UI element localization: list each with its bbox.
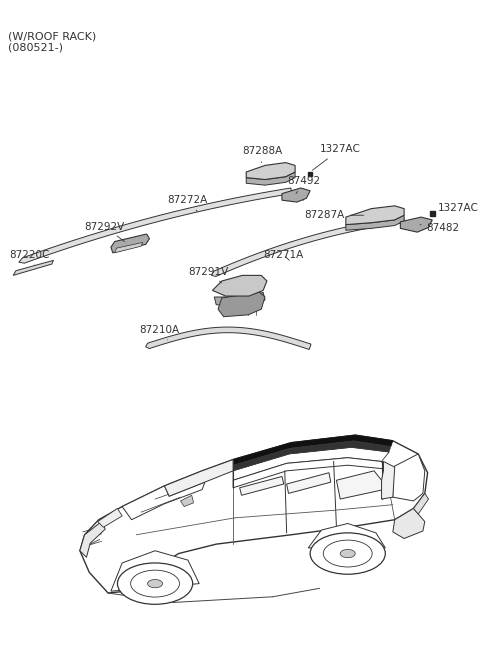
- Polygon shape: [122, 482, 205, 520]
- Polygon shape: [336, 471, 384, 499]
- Polygon shape: [13, 260, 54, 276]
- Polygon shape: [212, 276, 267, 296]
- Text: 87492: 87492: [288, 176, 321, 194]
- Polygon shape: [240, 476, 284, 495]
- Text: 87291V: 87291V: [188, 266, 228, 283]
- Polygon shape: [246, 163, 295, 180]
- Polygon shape: [80, 435, 428, 593]
- Polygon shape: [346, 206, 404, 224]
- Text: 87272A: 87272A: [168, 195, 207, 211]
- Ellipse shape: [131, 570, 180, 597]
- Polygon shape: [111, 234, 149, 253]
- Polygon shape: [115, 243, 143, 253]
- Polygon shape: [212, 217, 405, 276]
- Polygon shape: [165, 460, 233, 496]
- Polygon shape: [180, 495, 193, 506]
- Text: 87287A: 87287A: [305, 210, 364, 220]
- Polygon shape: [19, 188, 292, 263]
- Polygon shape: [413, 493, 429, 514]
- Polygon shape: [233, 435, 393, 465]
- Polygon shape: [233, 441, 391, 471]
- Text: (080521-): (080521-): [8, 42, 62, 52]
- Polygon shape: [400, 217, 432, 232]
- Text: 87210A: 87210A: [139, 325, 179, 340]
- Polygon shape: [233, 435, 393, 469]
- Polygon shape: [233, 458, 385, 488]
- Bar: [308, 171, 312, 176]
- Polygon shape: [308, 523, 385, 548]
- Polygon shape: [382, 461, 395, 499]
- Text: 1327AC: 1327AC: [432, 203, 479, 215]
- Polygon shape: [282, 188, 310, 202]
- Polygon shape: [98, 508, 122, 527]
- Polygon shape: [145, 327, 311, 350]
- Ellipse shape: [310, 533, 385, 574]
- Bar: [430, 211, 435, 216]
- Polygon shape: [246, 172, 295, 185]
- Polygon shape: [393, 454, 425, 501]
- Text: 87288A: 87288A: [242, 146, 283, 163]
- Ellipse shape: [147, 579, 163, 588]
- Ellipse shape: [118, 563, 192, 604]
- Text: 87220C: 87220C: [10, 250, 50, 265]
- Polygon shape: [346, 215, 404, 230]
- Polygon shape: [214, 293, 265, 308]
- Polygon shape: [218, 293, 265, 317]
- Text: (W/ROOF RACK): (W/ROOF RACK): [8, 31, 96, 41]
- Polygon shape: [80, 522, 105, 558]
- Polygon shape: [233, 447, 389, 480]
- Text: 87292V: 87292V: [84, 222, 125, 241]
- Ellipse shape: [324, 540, 372, 567]
- Polygon shape: [111, 551, 199, 591]
- Polygon shape: [287, 473, 331, 493]
- Ellipse shape: [340, 550, 355, 558]
- Text: 1327AC: 1327AC: [312, 144, 360, 171]
- Polygon shape: [393, 508, 425, 539]
- Text: 87271A: 87271A: [263, 250, 303, 260]
- Text: 87482: 87482: [420, 224, 460, 234]
